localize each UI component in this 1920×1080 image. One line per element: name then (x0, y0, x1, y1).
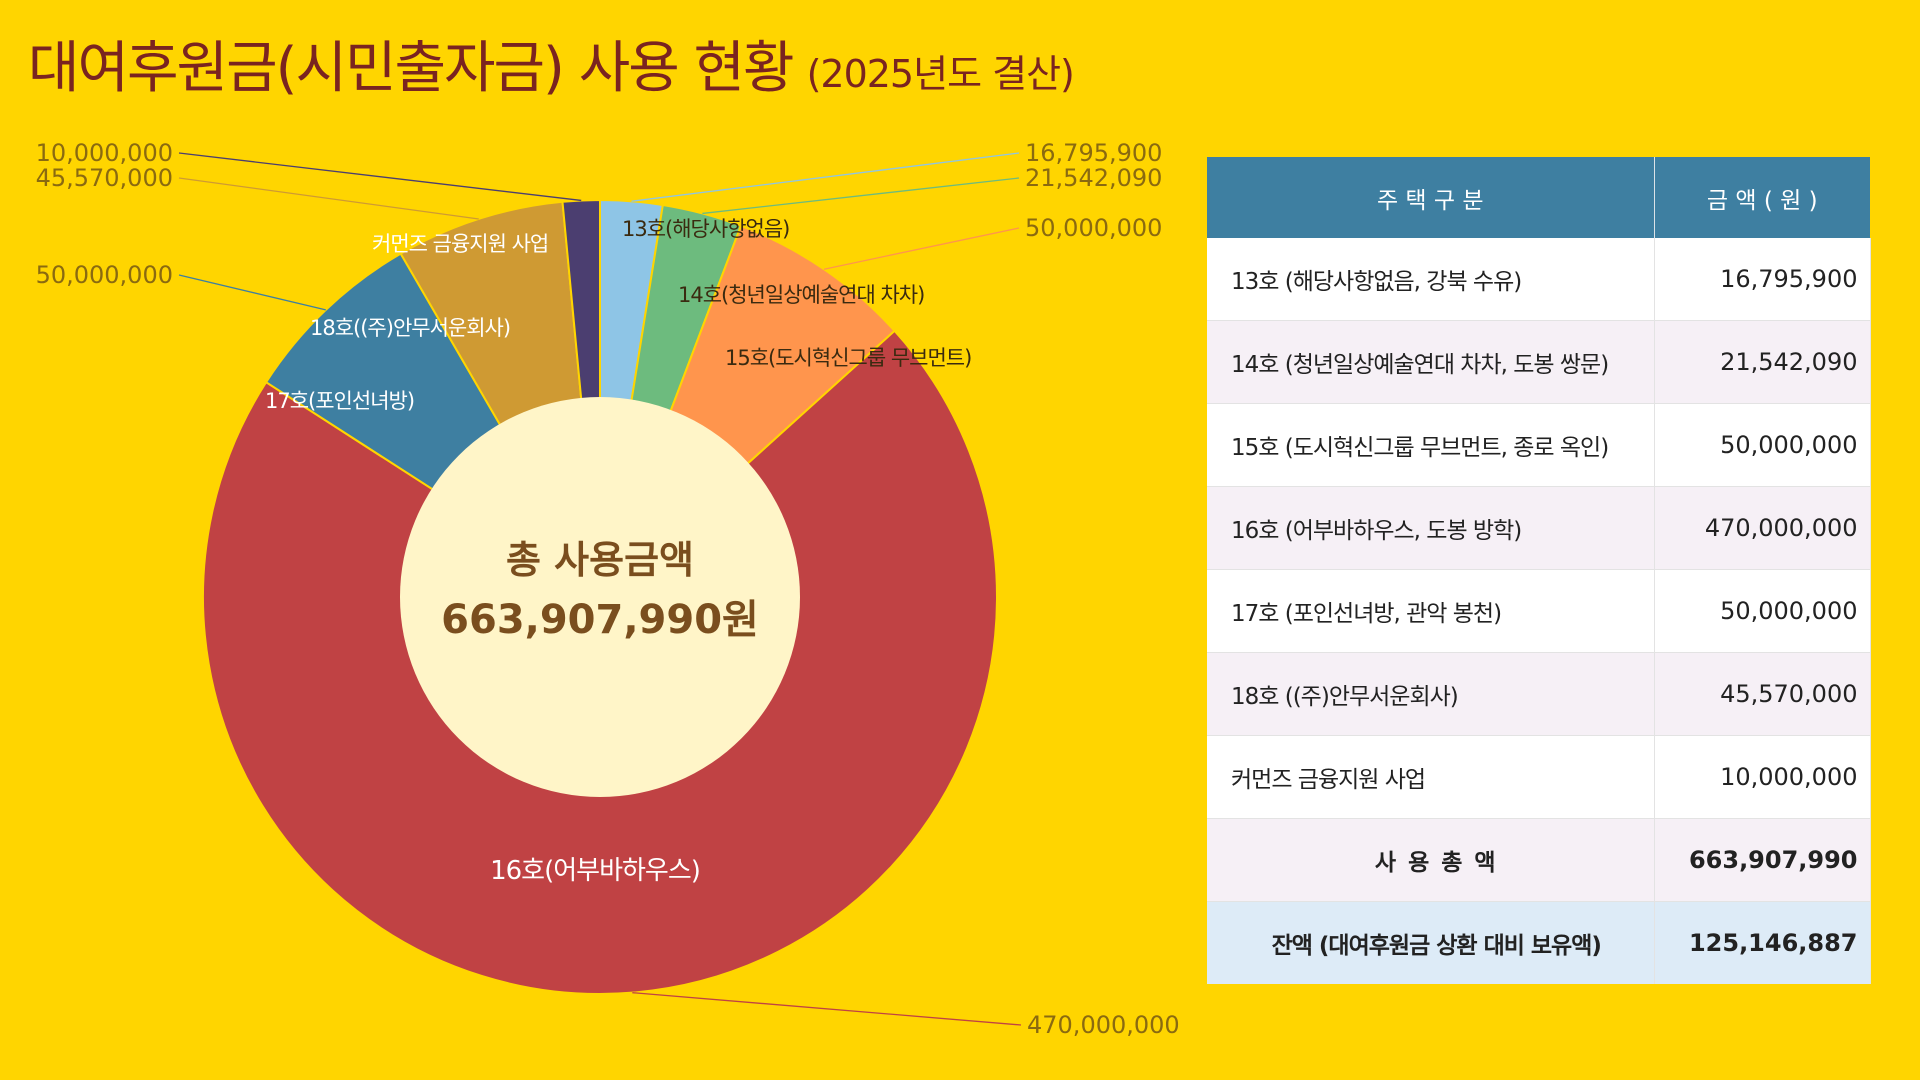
row-amount: 50,000,000 (1654, 403, 1871, 487)
leader-line (702, 177, 1020, 215)
table-row: 18호 ((주)안무서운회사) 45,570,000 (1207, 652, 1871, 736)
title-main: 대여후원금(시민출자금) 사용 현황 (28, 36, 795, 101)
row-amount: 16,795,900 (1654, 238, 1871, 321)
total-label: 사 용 총 액 (1207, 818, 1655, 902)
total-amount: 663,907,990 (1654, 818, 1871, 902)
slice-label: 16호(어부바하우스) (490, 856, 700, 886)
value-label: 21,542,090 (1025, 164, 1162, 192)
table-row: 13호 (해당사항없음, 강북 수유) 16,795,900 (1207, 238, 1871, 321)
leader-line (632, 992, 1022, 1026)
usage-table: 주 택 구 분 금 액 ( 원 ) 13호 (해당사항없음, 강북 수유) 16… (1207, 157, 1871, 984)
row-amount: 470,000,000 (1654, 486, 1871, 570)
row-label: 15호 (도시혁신그룹 무브먼트, 종로 옥인) (1207, 403, 1655, 487)
table-row: 커먼즈 금융지원 사업 10,000,000 (1207, 735, 1871, 819)
leader-line (178, 152, 582, 202)
value-label: 50,000,000 (1025, 214, 1162, 242)
slice-label: 15호(도시혁신그룹 무브먼트) (725, 346, 971, 370)
donut-chart: 13호(해당사항없음) 14호(청년일상예술연대 차차) 15호(도시혁신그룹 무브… (36, 139, 1180, 1039)
value-label: 10,000,000 (36, 139, 173, 167)
leader-line (178, 177, 479, 220)
balance-label: 잔액 (대여후원금 상환 대비 보유액) (1207, 901, 1655, 984)
row-label: 16호 (어부바하우스, 도봉 방학) (1207, 486, 1655, 570)
table-total-row: 사 용 총 액 663,907,990 (1207, 818, 1871, 902)
table-row: 16호 (어부바하우스, 도봉 방학) 470,000,000 (1207, 486, 1871, 570)
value-label: 470,000,000 (1027, 1011, 1180, 1039)
leader-line (178, 274, 326, 311)
balance-amount: 125,146,887 (1654, 901, 1871, 984)
slice-label: 14호(청년일상예술연대 차차) (678, 283, 924, 307)
table-header-category: 주 택 구 분 (1207, 157, 1655, 238)
center-label-total: 663,907,990원 (441, 597, 759, 643)
slice-label: 13호(해당사항없음) (622, 217, 789, 241)
value-label: 45,570,000 (36, 164, 173, 192)
table-row: 15호 (도시혁신그룹 무브먼트, 종로 옥인) 50,000,000 (1207, 403, 1871, 487)
value-label: 16,795,900 (1025, 139, 1162, 167)
table-header-row: 주 택 구 분 금 액 ( 원 ) (1207, 157, 1870, 238)
slice-label: 18호((주)안무서운회사) (310, 316, 510, 340)
row-label: 14호 (청년일상예술연대 차차, 도봉 쌍문) (1207, 320, 1655, 404)
title-sub: (2025년도 결산) (806, 52, 1075, 96)
table-header-amount: 금 액 ( 원 ) (1654, 157, 1870, 238)
row-amount: 10,000,000 (1654, 735, 1871, 819)
page-title: 대여후원금(시민출자금) 사용 현황 (2025년도 결산) (28, 36, 1075, 101)
row-amount: 50,000,000 (1654, 569, 1871, 653)
value-label: 50,000,000 (36, 261, 173, 289)
donut-center (400, 397, 800, 797)
table-balance-row: 잔액 (대여후원금 상환 대비 보유액) 125,146,887 (1207, 901, 1871, 984)
table-row: 17호 (포인선녀방, 관악 봉천) 50,000,000 (1207, 569, 1871, 653)
row-label: 커먼즈 금융지원 사업 (1207, 735, 1655, 819)
slice-label: 17호(포인선녀방) (265, 389, 414, 413)
table-row: 14호 (청년일상예술연대 차차, 도봉 쌍문) 21,542,090 (1207, 320, 1871, 404)
row-amount: 45,570,000 (1654, 652, 1871, 736)
chart-slice-labels: 13호(해당사항없음) 14호(청년일상예술연대 차차) 15호(도시혁신그룹 무브… (265, 217, 972, 886)
row-label: 18호 ((주)안무서운회사) (1207, 652, 1655, 736)
row-amount: 21,542,090 (1654, 320, 1871, 404)
leader-line (631, 152, 1020, 202)
chart-leader-lines (178, 152, 1022, 1026)
row-label: 17호 (포인선녀방, 관악 봉천) (1207, 569, 1655, 653)
center-label-title: 총 사용금액 (506, 538, 694, 582)
row-label: 13호 (해당사항없음, 강북 수유) (1207, 238, 1655, 321)
leader-line (823, 227, 1020, 270)
slice-label: 커먼즈 금융지원 사업 (372, 232, 548, 256)
